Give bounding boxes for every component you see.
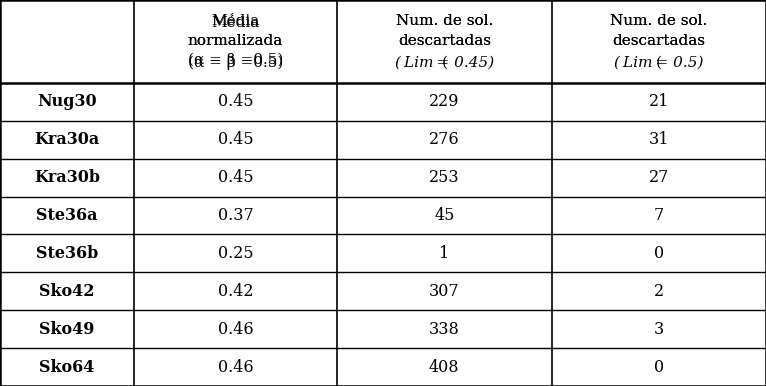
Text: 0.45: 0.45: [218, 93, 254, 110]
Text: 0: 0: [653, 245, 664, 262]
Text: 21: 21: [649, 93, 669, 110]
Text: 0.37: 0.37: [218, 207, 254, 224]
Text: 27: 27: [649, 169, 669, 186]
Text: Sko64: Sko64: [39, 359, 95, 376]
Text: Num. de sol.: Num. de sol.: [396, 14, 493, 28]
Text: Nug30: Nug30: [38, 93, 97, 110]
Text: 0.45: 0.45: [218, 169, 254, 186]
Text: 1: 1: [439, 245, 450, 262]
Text: 0.25: 0.25: [218, 245, 254, 262]
Text: 31: 31: [649, 131, 669, 148]
Text: 276: 276: [429, 131, 460, 148]
Text: 253: 253: [429, 169, 460, 186]
Text: 408: 408: [429, 359, 460, 376]
Text: Num. de sol.: Num. de sol.: [611, 14, 707, 28]
Text: 0.46: 0.46: [218, 359, 254, 376]
Text: Kra30a: Kra30a: [34, 131, 100, 148]
Text: 45: 45: [434, 207, 454, 224]
Text: descartadas: descartadas: [612, 34, 705, 49]
Text: Num. de sol.: Num. de sol.: [396, 14, 493, 28]
Text: normalizada: normalizada: [188, 34, 283, 49]
Text: 0.45: 0.45: [218, 131, 254, 148]
Text: descartadas: descartadas: [398, 34, 491, 49]
Text: ( Lim = 0.45): ( Lim = 0.45): [394, 55, 494, 69]
Text: 7: 7: [653, 207, 664, 224]
Text: ( Lim = 0.5): ( Lim = 0.5): [614, 55, 703, 69]
Text: Sko49: Sko49: [39, 321, 95, 338]
Text: Sko42: Sko42: [39, 283, 95, 300]
Text: Num. de sol.: Num. de sol.: [611, 14, 707, 28]
Text: 2: 2: [653, 283, 664, 300]
Text: 3: 3: [653, 321, 664, 338]
Text: 307: 307: [429, 283, 460, 300]
Text: 0.46: 0.46: [218, 321, 254, 338]
Text: Ste36a: Ste36a: [36, 207, 98, 224]
Text: Ste36b: Ste36b: [36, 245, 98, 262]
Text: descartadas: descartadas: [398, 34, 491, 49]
Text: Kra30b: Kra30b: [34, 169, 100, 186]
Text: (: (: [441, 55, 447, 69]
Text: 338: 338: [429, 321, 460, 338]
Text: (: (: [656, 55, 662, 69]
Text: 0: 0: [653, 359, 664, 376]
Text: Média: Média: [211, 14, 260, 28]
Text: 229: 229: [429, 93, 460, 110]
Text: descartadas: descartadas: [612, 34, 705, 49]
Text: Média
normalizada
(α = β =0.5): Média normalizada (α = β =0.5): [188, 16, 283, 67]
Text: 0.42: 0.42: [218, 283, 254, 300]
Text: (α = β =0.5): (α = β =0.5): [188, 55, 283, 69]
